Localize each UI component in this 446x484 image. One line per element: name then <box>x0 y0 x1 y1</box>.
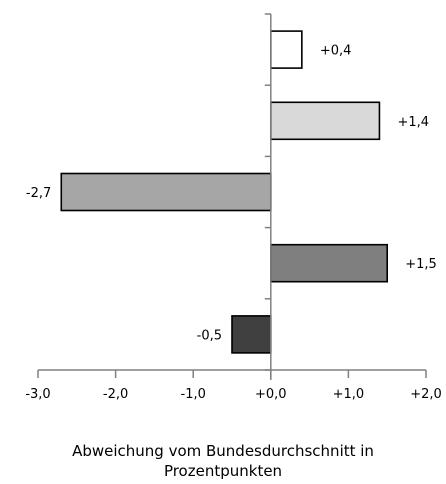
data-label-1: +0,4 <box>320 44 352 59</box>
x-tick-label-4: +0,0 <box>255 387 287 402</box>
bar-4 <box>269 243 388 283</box>
bar-1 <box>269 30 303 69</box>
bar-5 <box>231 315 272 354</box>
data-label-4: +1,5 <box>405 257 437 272</box>
axes <box>37 13 427 380</box>
bar-2 <box>269 101 381 141</box>
data-label-5: -0,5 <box>197 328 222 343</box>
data-label-3: -2,7 <box>26 186 51 201</box>
data-label-2: +1,4 <box>397 115 429 130</box>
bars <box>60 30 388 354</box>
labels: +0,4 +1,4 -2,7 +1,5 -0,5 -3,0 -2,0 -1,0 +0,0 +1,0… <box>25 44 441 402</box>
bar-3 <box>60 172 272 212</box>
x-tick-label-1: -3,0 <box>25 387 50 402</box>
x-tick-label-2: -2,0 <box>103 387 128 402</box>
x-tick-label-6: +2,0 <box>410 387 442 402</box>
x-tick-label-5: +1,0 <box>333 387 365 402</box>
x-axis-title-line-1: Abweichung vom Bundesdurchschnitt in <box>72 442 374 460</box>
x-axis-title-line-2: Prozentpunkten <box>163 462 283 480</box>
x-tick-label-3: -1,0 <box>181 387 206 402</box>
